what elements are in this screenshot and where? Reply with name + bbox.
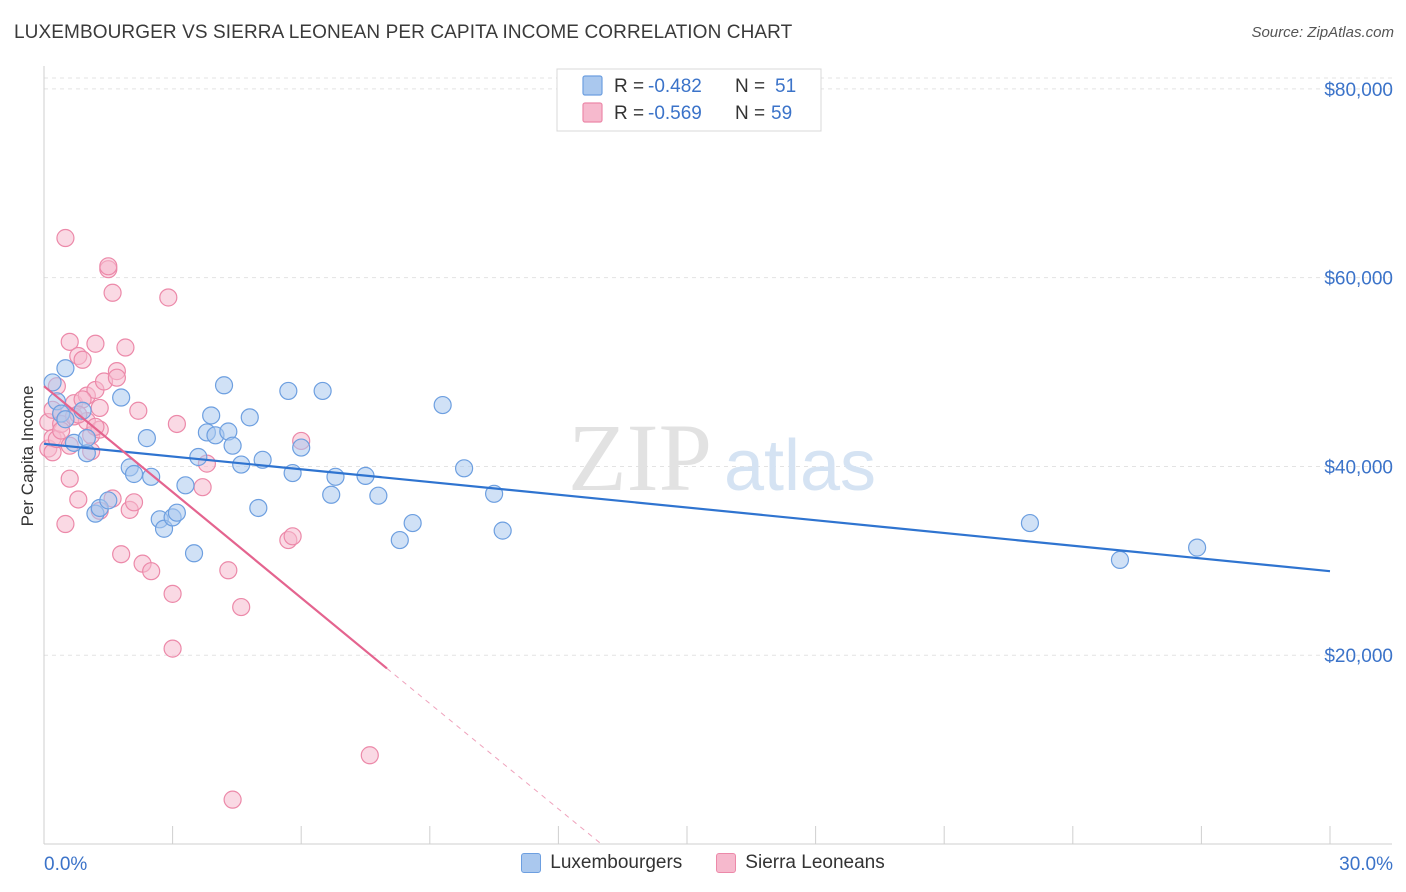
legend-n-value-pink: 59 [771, 103, 792, 124]
luxembourger-point-19 [176, 476, 195, 495]
luxembourger-point-13 [137, 429, 156, 448]
watermark-zip: ZIP [568, 404, 712, 511]
grid-lines [44, 77, 1392, 656]
trend-lines [43, 385, 1331, 845]
sierra-leonean-point-33 [116, 338, 135, 357]
legend-r-value-pink: -0.569 [648, 103, 702, 124]
sierra-leonean-point-40 [163, 584, 182, 603]
y-axis-label: Per Capita Income [18, 386, 37, 527]
legend-swatch-sierra-leoneans [716, 853, 737, 873]
sierra-leonean-point-23 [90, 398, 109, 418]
legend-swatch-luxembourgers [521, 853, 542, 873]
sierra-leonean-point-29 [103, 283, 122, 302]
luxembourger-point-24 [214, 376, 234, 395]
y-tick-label-2: $60,000 [1324, 269, 1393, 290]
luxembourger-point-3 [56, 359, 75, 378]
luxembourger-point-34 [322, 485, 341, 504]
watermark: ZIP atlas [568, 404, 876, 511]
luxembourger-point-29 [249, 498, 268, 518]
luxembourger-point-40 [433, 395, 452, 415]
luxembourger-point-46 [1188, 538, 1207, 557]
x-tick-label-min: 0.0% [44, 854, 87, 875]
legend-item-sierra-leoneans: Sierra Leoneans [716, 852, 885, 874]
luxembourger-point-38 [390, 530, 409, 550]
legend-n-label-blue: N = [735, 76, 765, 97]
legend-label-sierra-leoneans: Sierra Leoneans [745, 852, 885, 873]
sierra-leonean-point-22 [86, 334, 105, 353]
sierra-leonean-point-10 [60, 332, 79, 351]
sierra-leonean-trend-extension [386, 668, 602, 845]
sierra-leonean-point-46 [223, 790, 242, 809]
luxembourger-point-41 [454, 459, 474, 478]
x-tick-labels: 0.0% 30.0% [44, 854, 1393, 875]
luxembourger-point-50 [189, 447, 208, 467]
sierra-leonean-point-38 [142, 562, 161, 581]
sierra-leonean-point-9 [56, 228, 75, 248]
sierra-leonean-point-11 [60, 469, 79, 488]
luxembourger-point-12 [124, 464, 144, 484]
legend-r-label-pink: R = [614, 103, 644, 124]
sierra-leonean-point-49 [283, 527, 302, 546]
sierra-leonean-point-45 [219, 561, 238, 580]
luxembourger-point-43 [493, 521, 512, 540]
luxembourger-point-28 [240, 408, 259, 427]
luxembourger-point-48 [77, 429, 96, 448]
legend-n-label-pink: N = [735, 103, 765, 124]
luxembourger-point-45 [1110, 550, 1130, 569]
sierra-leonean-point-35 [124, 493, 144, 512]
sierra-leonean-point-16 [73, 350, 92, 369]
sierra-leonean-point-36 [129, 401, 148, 420]
luxembourger-point-35 [326, 467, 345, 486]
legend-swatch-blue [582, 75, 603, 96]
sierra-leonean-point-43 [193, 478, 212, 497]
sierra-leonean-trend-line [43, 385, 388, 670]
x-tick-label-max: 30.0% [1339, 854, 1393, 875]
y-tick-labels: $20,000 $40,000 $60,000 $80,000 [1324, 80, 1393, 667]
luxembourger-point-37 [369, 486, 388, 505]
y-tick-label-3: $80,000 [1324, 80, 1393, 101]
legend-r-label-blue: R = [614, 76, 644, 97]
bottom-legend: Luxembourgers Sierra Leoneans [0, 852, 1406, 874]
luxembourger-point-10 [112, 388, 131, 407]
luxembourger-point-39 [403, 513, 422, 533]
legend-label-luxembourgers: Luxembourgers [550, 852, 683, 873]
axes [43, 66, 1392, 845]
luxembourger-point-20 [184, 544, 204, 563]
luxembourger-point-31 [279, 381, 298, 401]
sierra-leonean-point-47 [232, 597, 251, 617]
sierra-leonean-point-8 [56, 514, 75, 534]
legend-swatch-pink [582, 102, 603, 123]
sierra-leonean-point-41 [163, 639, 182, 658]
luxembourger-point-0 [43, 373, 62, 392]
legend-item-luxembourgers: Luxembourgers [521, 852, 682, 874]
y-tick-label-1: $40,000 [1324, 457, 1393, 478]
y-tick-label-0: $20,000 [1324, 646, 1393, 667]
luxembourger-point-14 [142, 467, 161, 486]
luxembourger-point-49 [292, 438, 311, 457]
watermark-atlas: atlas [724, 426, 876, 506]
luxembourger-point-26 [223, 436, 242, 455]
luxembourger-trend-line [43, 442, 1331, 573]
sierra-leonean-point-39 [159, 288, 178, 307]
luxembourger-point-47 [56, 410, 75, 429]
legend-r-value-blue: -0.482 [648, 76, 702, 97]
luxembourger-point-22 [202, 406, 221, 425]
luxembourger-point-44 [1020, 513, 1040, 533]
sierra-leonean-point-42 [167, 414, 186, 434]
legend-n-value-blue: 51 [775, 76, 796, 97]
source-label: Source: ZipAtlas.com [1251, 24, 1394, 41]
sierra-leonean-point-27 [99, 257, 118, 276]
luxembourger-point-18 [167, 503, 186, 522]
chart-title: LUXEMBOURGER VS SIERRA LEONEAN PER CAPIT… [14, 22, 793, 43]
luxembourger-point-33 [313, 381, 332, 401]
sierra-leonean-point-31 [107, 368, 126, 387]
sierra-leonean-point-32 [112, 545, 131, 564]
sierra-leonean-point-51 [360, 746, 379, 765]
stats-legend: R = -0.482 N = 51 R = -0.569 N = 59 [556, 68, 822, 132]
sierra-leonean-point-14 [69, 490, 88, 509]
luxembourger-point-9 [99, 491, 118, 510]
